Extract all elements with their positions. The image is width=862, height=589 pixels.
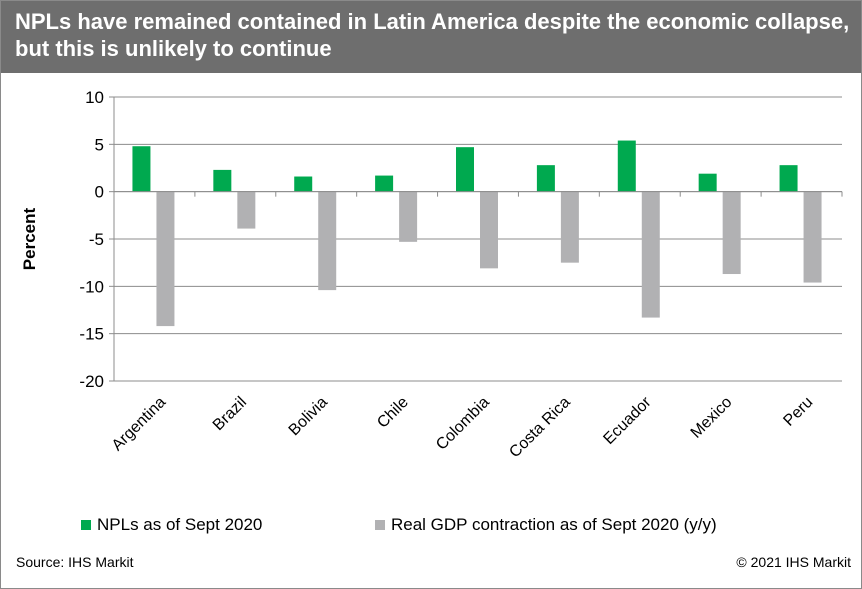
bar-npl <box>375 175 394 192</box>
x-category-label: Mexico <box>688 394 736 442</box>
bar-gdp <box>480 191 498 269</box>
x-category-label: Colombia <box>433 394 493 454</box>
copyright-note: © 2021 IHS Markit <box>736 554 851 570</box>
x-category-label: Bolivia <box>286 394 331 439</box>
y-tick-label: 10 <box>85 88 104 107</box>
y-tick-label: -15 <box>79 325 104 344</box>
x-category-label: Brazil <box>210 394 250 434</box>
x-category-label: Costa Rica <box>506 394 573 461</box>
bar-gdp <box>318 191 337 291</box>
bar-gdp <box>722 191 741 275</box>
bar-gdp <box>237 191 256 229</box>
bar-gdp <box>399 191 418 242</box>
x-category-label: Argentina <box>109 394 170 455</box>
bar-gdp <box>641 191 660 318</box>
legend-item-gdp: Real GDP contraction as of Sept 2020 (y/… <box>375 515 717 535</box>
bar-npl <box>536 165 555 192</box>
y-tick-label: -10 <box>79 277 104 296</box>
source-note: Source: IHS Markit <box>16 554 134 570</box>
bar-chart: 10 5 0 -5 -10 -15 -20 Argentina Brazil Bolivia Chi… <box>20 88 843 461</box>
bar-npl <box>698 173 717 192</box>
legend-label-gdp: Real GDP contraction as of Sept 2020 (y/… <box>391 515 717 534</box>
x-category-label: Chile <box>374 394 412 432</box>
bar-npl <box>213 169 232 192</box>
y-tick-label: 5 <box>95 135 104 154</box>
legend-label-npl: NPLs as of Sept 2020 <box>97 515 263 534</box>
y-tick-label: -5 <box>89 230 104 249</box>
x-category-label: Ecuador <box>600 393 655 448</box>
legend-swatch-gdp <box>375 520 385 530</box>
y-axis-label: Percent <box>20 207 39 270</box>
bar-npl <box>132 146 151 192</box>
x-category-label: Peru <box>780 394 816 430</box>
bar-npl <box>294 176 313 192</box>
y-tick-label: -20 <box>79 372 104 391</box>
bar-npl <box>456 147 474 192</box>
bar-npl <box>779 165 798 192</box>
legend-item-npl: NPLs as of Sept 2020 <box>81 515 262 535</box>
bar-gdp <box>156 191 175 327</box>
bar-npl <box>617 140 636 192</box>
bar-gdp <box>803 191 822 283</box>
chart-title: NPLs have remained contained in Latin Am… <box>1 1 861 73</box>
legend-swatch-npl <box>81 520 91 530</box>
bar-gdp <box>560 191 579 263</box>
y-tick-label: 0 <box>95 183 104 202</box>
